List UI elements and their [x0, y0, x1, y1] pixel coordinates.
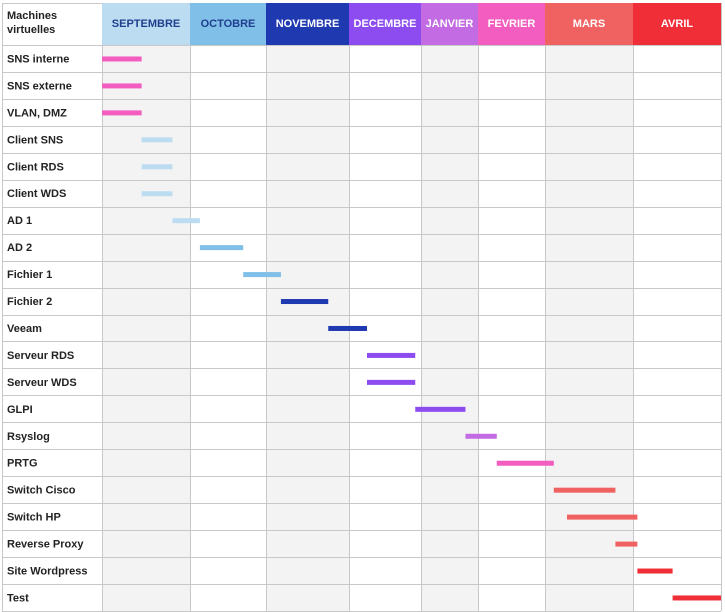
corner-header-line-1: Machines	[7, 10, 57, 22]
task-bar	[141, 164, 173, 170]
month-header-octobre	[190, 3, 266, 45]
task-label: Veeam	[7, 323, 42, 335]
task-bar	[637, 568, 673, 574]
task-bar	[141, 191, 173, 197]
month-header-decembre	[349, 3, 421, 45]
month-header-avril	[633, 3, 721, 45]
task-label: Fichier 2	[7, 296, 52, 308]
column-shade-janvier	[421, 45, 478, 611]
month-header-mars	[545, 3, 633, 45]
task-bar	[415, 406, 466, 412]
task-label: Serveur WDS	[7, 377, 77, 389]
task-bars	[102, 56, 721, 601]
task-bar	[141, 137, 173, 143]
corner-header: Machines virtuelles	[7, 10, 57, 36]
task-label: SNS interne	[7, 53, 69, 65]
task-label: Fichier 1	[7, 269, 52, 281]
task-labels: SNS interne SNS externe VLAN, DMZ Client SN…	[7, 53, 88, 604]
task-label: Switch Cisco	[7, 485, 76, 497]
task-label: GLPI	[7, 404, 33, 416]
task-bar	[615, 541, 638, 547]
column-shade-septembre	[102, 45, 190, 611]
task-label: Test	[7, 592, 29, 604]
month-label: NOVEMBRE	[276, 18, 340, 30]
column-shade-mars	[545, 45, 633, 611]
column-shading-layer	[102, 45, 633, 611]
task-bar	[367, 352, 416, 358]
month-label: OCTOBRE	[201, 18, 256, 30]
month-header-fevrier	[478, 3, 545, 45]
task-bar	[367, 379, 416, 385]
month-label: DECEMBRE	[354, 18, 417, 30]
task-label: AD 1	[7, 215, 32, 227]
month-label: AVRIL	[661, 18, 693, 30]
task-label: Reverse Proxy	[7, 539, 84, 551]
corner-header-line-2: virtuelles	[7, 24, 55, 36]
task-bar	[465, 433, 497, 439]
task-label: Rsyslog	[7, 431, 50, 443]
task-bar	[243, 272, 281, 278]
task-label: Serveur RDS	[7, 350, 74, 362]
task-label: Switch HP	[7, 512, 61, 524]
task-bar	[553, 487, 616, 493]
task-label: Client SNS	[7, 134, 63, 146]
task-bar	[567, 514, 638, 520]
task-bar	[328, 325, 367, 331]
task-label: VLAN, DMZ	[7, 107, 67, 119]
month-header-row: SEPTEMBRE OCTOBRE NOVEMBRE DECEMBRE JANVIER F…	[102, 3, 721, 45]
task-bar	[199, 245, 244, 251]
task-bar	[102, 110, 142, 116]
task-bar	[672, 595, 721, 601]
task-label: Site Wordpress	[7, 566, 88, 578]
task-label: Client WDS	[7, 188, 66, 200]
task-label: PRTG	[7, 458, 38, 470]
task-bar	[172, 218, 200, 224]
task-label: Client RDS	[7, 161, 64, 173]
month-header-novembre	[266, 3, 349, 45]
month-label: FEVRIER	[488, 18, 536, 30]
task-label: AD 2	[7, 242, 32, 254]
task-bar	[102, 56, 142, 62]
month-label: SEPTEMBRE	[112, 18, 180, 30]
task-bar	[280, 299, 329, 305]
month-header-septembre	[102, 3, 190, 45]
task-bar	[102, 83, 142, 89]
task-label: SNS externe	[7, 80, 72, 92]
month-header-janvier	[421, 3, 478, 45]
month-label: JANVIER	[426, 18, 474, 30]
month-label: MARS	[573, 18, 605, 30]
task-bar	[496, 460, 554, 466]
